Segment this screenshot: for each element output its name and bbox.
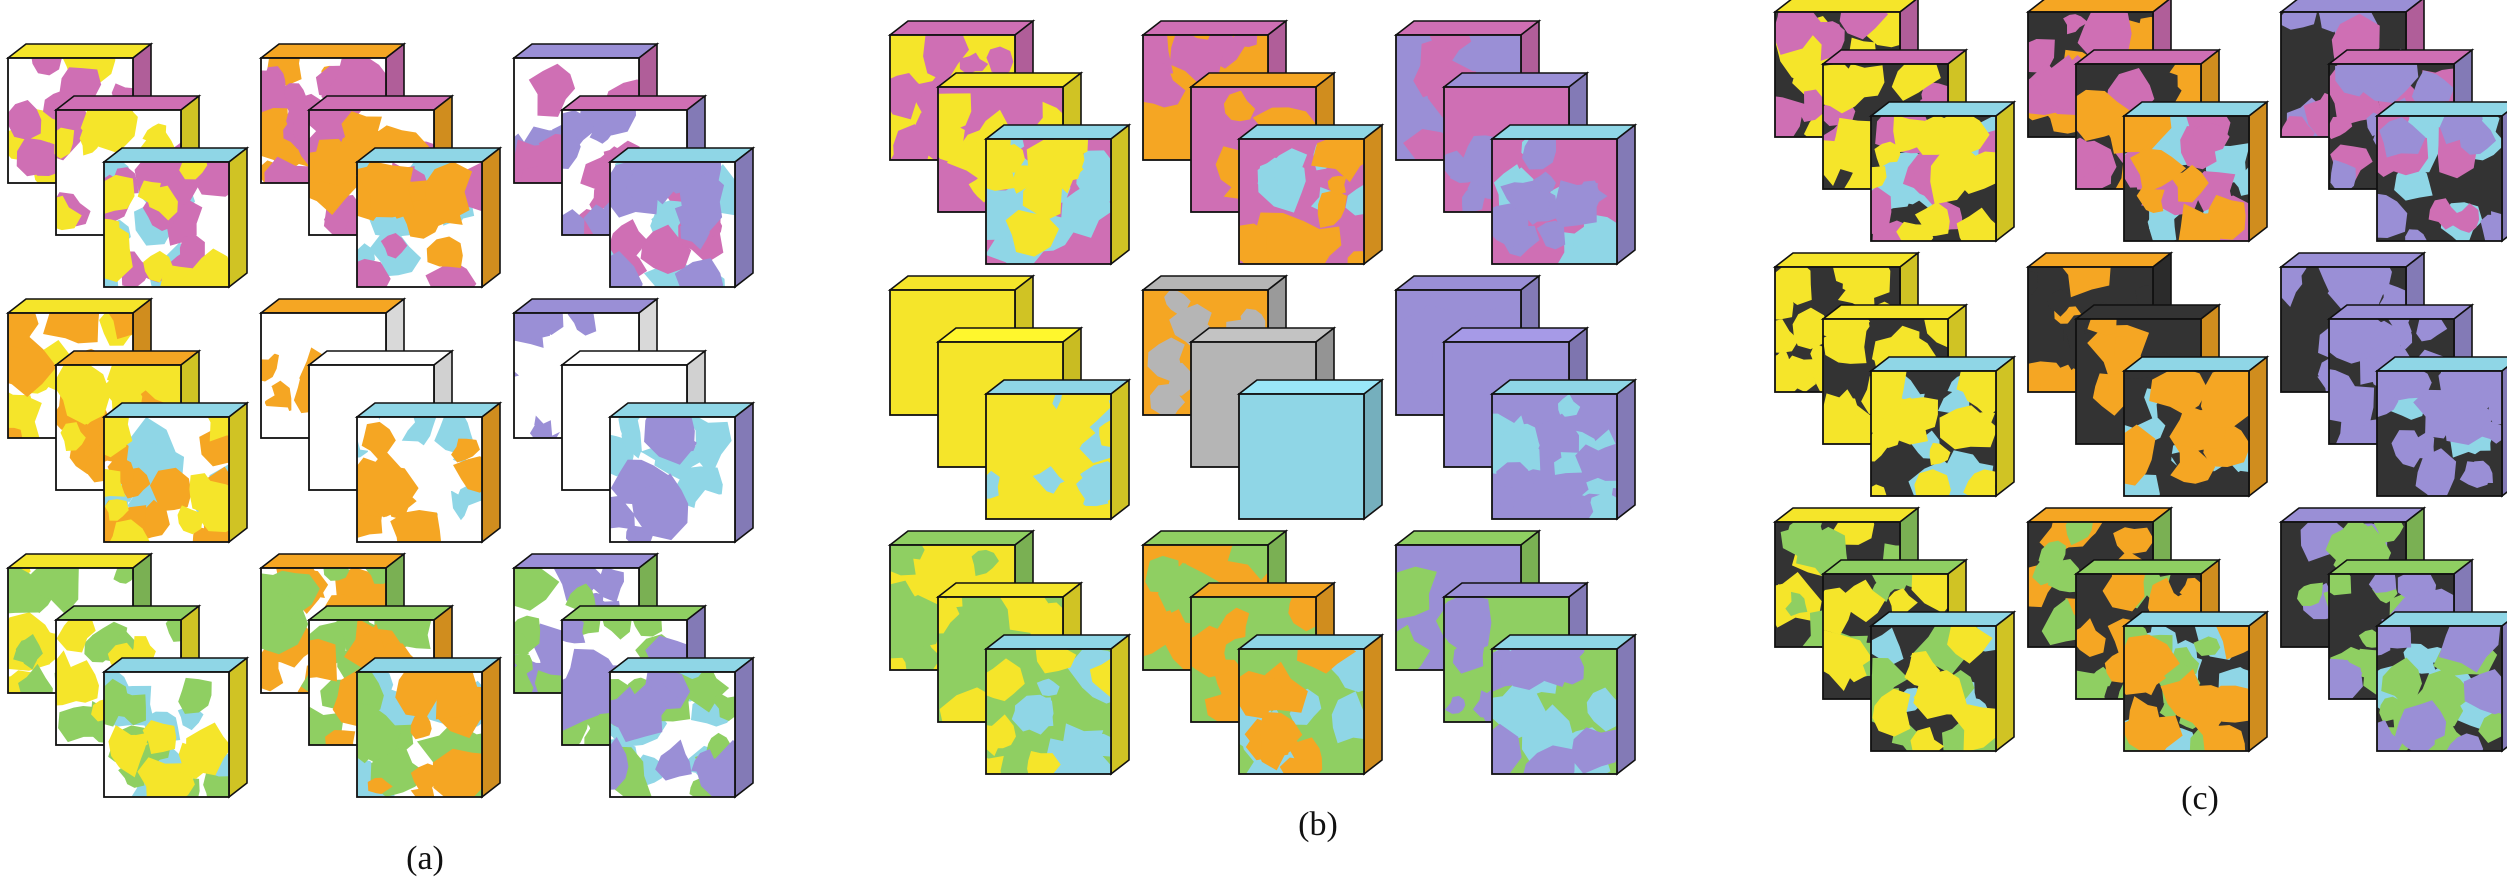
cube [1489, 123, 1638, 266]
cube [2374, 611, 2507, 753]
cube-group [5, 552, 250, 799]
cube-group [2025, 251, 2270, 498]
cube-group [2278, 0, 2507, 243]
cube-group [258, 552, 503, 799]
panel-a-caption: (a) [406, 840, 444, 877]
cube-group [511, 552, 756, 799]
cube-group [1393, 19, 1638, 266]
cube [1868, 100, 2017, 243]
cube-group [2278, 506, 2507, 753]
cube-group [1772, 506, 2017, 753]
cube-group [258, 297, 503, 544]
cube-group [1393, 274, 1638, 521]
cube-group [1393, 529, 1638, 776]
cube [983, 633, 1132, 776]
cube-group [1772, 251, 2017, 498]
panel-c-caption: (c) [2181, 780, 2219, 817]
cube-group [5, 42, 250, 289]
cube-group [1140, 19, 1385, 266]
panel-b-caption: (b) [1298, 806, 1338, 843]
cube [354, 146, 503, 289]
panel-2 [887, 19, 1638, 776]
cube [101, 401, 250, 544]
cube [2121, 610, 2270, 753]
cube [607, 656, 756, 799]
cube [607, 401, 756, 544]
cube [2121, 355, 2270, 498]
cube-group [887, 529, 1132, 776]
panel-1 [5, 42, 756, 799]
cube-group [258, 42, 503, 289]
cube [1236, 378, 1385, 521]
cube [1868, 610, 2017, 753]
cube [101, 656, 250, 799]
cube [354, 401, 503, 544]
cube [2121, 100, 2270, 243]
cube-group [1140, 529, 1385, 776]
cube [2374, 101, 2507, 243]
cube [1236, 633, 1385, 776]
panel-3 [1772, 0, 2507, 753]
cube [607, 146, 756, 289]
cube-group [2025, 506, 2270, 753]
cube-group [511, 42, 756, 289]
cube [354, 656, 503, 799]
cube-group [2278, 251, 2507, 498]
cube-group [887, 274, 1132, 521]
cube-group [5, 297, 250, 544]
cube-group [511, 297, 756, 544]
cube [1868, 355, 2017, 498]
cube [1489, 633, 1638, 776]
cube [1489, 378, 1638, 521]
cube-group [1772, 0, 2017, 243]
cube [983, 123, 1132, 266]
cube [1236, 123, 1385, 266]
cube [2374, 356, 2507, 498]
cube-group [2025, 0, 2270, 243]
cube-group [887, 19, 1132, 266]
cube-group [1140, 274, 1385, 521]
cube [101, 146, 250, 289]
cube [983, 378, 1132, 521]
